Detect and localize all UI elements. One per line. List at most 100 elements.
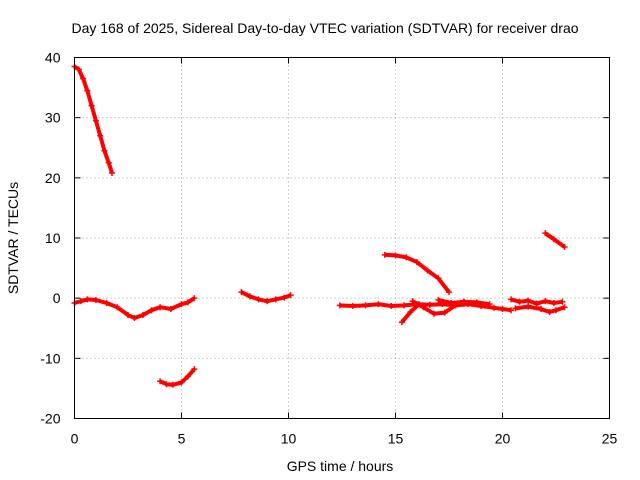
y-axis-label: SDTVAR / TECUs — [5, 182, 21, 294]
data-point — [473, 299, 480, 306]
y-tick-label: 20 — [45, 170, 61, 186]
y-tick-label: -20 — [40, 411, 60, 427]
data-point — [178, 379, 185, 386]
data-point — [157, 378, 164, 385]
x-tick-label: 5 — [178, 431, 186, 447]
x-tick-label: 10 — [281, 431, 297, 447]
data-point — [114, 304, 121, 311]
data-point — [75, 66, 82, 73]
data-point — [362, 302, 369, 309]
data-point — [97, 132, 104, 139]
data-point — [105, 159, 112, 166]
data-point — [101, 147, 108, 154]
data-point — [561, 304, 568, 311]
data-point — [77, 298, 84, 305]
data-point — [441, 309, 448, 316]
data-point — [550, 236, 557, 243]
data-point — [525, 303, 532, 310]
x-tick-label: 20 — [495, 431, 511, 447]
series-layer — [71, 63, 568, 388]
data-point — [103, 299, 110, 306]
data-point — [246, 293, 253, 300]
data-point — [525, 297, 532, 304]
data-point — [533, 300, 540, 307]
tick-marks — [74, 57, 610, 419]
data-point — [401, 302, 408, 309]
data-point — [460, 298, 467, 305]
x-tick-label: 15 — [388, 431, 404, 447]
grid — [74, 57, 610, 419]
data-point — [561, 244, 568, 251]
data-point — [512, 305, 519, 312]
data-series-arc-1 — [73, 64, 114, 174]
y-tick-label: -10 — [40, 350, 60, 366]
data-point — [287, 292, 294, 299]
data-point — [550, 299, 557, 306]
data-point — [516, 298, 523, 305]
y-tick-label: 30 — [45, 110, 61, 126]
data-point — [508, 307, 515, 314]
data-point — [84, 296, 91, 303]
data-point — [435, 296, 442, 303]
data-point — [424, 267, 431, 274]
data-point — [413, 259, 420, 266]
y-tick-label: 10 — [45, 230, 61, 246]
data-point — [92, 117, 99, 124]
y-tick-label: 40 — [45, 50, 61, 66]
data-point — [388, 302, 395, 309]
data-point — [486, 301, 493, 308]
data-point — [403, 254, 410, 261]
data-point — [553, 307, 559, 314]
data-point — [542, 230, 549, 237]
data-point — [80, 75, 87, 82]
data-point — [420, 304, 427, 311]
data-point — [92, 296, 99, 303]
data-point — [148, 307, 155, 314]
data-point — [131, 315, 138, 322]
data-point — [139, 312, 146, 319]
data-point — [191, 366, 198, 373]
data-point — [167, 305, 174, 312]
data-point — [381, 251, 388, 258]
data-point — [163, 381, 170, 388]
data-point — [178, 301, 185, 308]
data-point — [281, 294, 288, 301]
data-point — [184, 373, 191, 380]
data-point — [542, 298, 549, 305]
x-axis-label: GPS time / hours — [287, 458, 394, 474]
data-point — [264, 298, 271, 305]
data-point — [508, 296, 515, 303]
data-point — [446, 289, 452, 296]
y-tick-label: 0 — [53, 290, 61, 306]
data-point — [435, 275, 442, 282]
data-point — [431, 310, 438, 317]
x-tick-label: 0 — [71, 431, 79, 447]
data-point — [499, 305, 506, 312]
data-point — [88, 102, 95, 109]
data-point — [272, 296, 279, 303]
data-point — [191, 295, 198, 302]
data-point — [336, 302, 343, 309]
data-point — [546, 309, 553, 316]
data-point — [490, 304, 497, 311]
data-point — [407, 309, 414, 316]
data-point — [157, 304, 164, 311]
data-point — [169, 381, 176, 388]
data-point — [409, 298, 416, 305]
x-tick-label: 25 — [602, 431, 618, 447]
data-point — [238, 289, 245, 296]
data-point — [398, 319, 405, 326]
data-point — [125, 312, 131, 319]
data-point — [108, 170, 115, 177]
data-point — [375, 301, 382, 308]
data-point — [349, 302, 356, 309]
chart-title: Day 168 of 2025, Sidereal Day-to-day VTE… — [71, 20, 578, 36]
data-point — [426, 301, 433, 308]
data-point — [559, 298, 566, 305]
tick-labels: 0 5 10 15 20 25 -20 -10 0 10 20 30 40 — [40, 50, 617, 447]
data-point — [448, 299, 455, 306]
data-point — [538, 305, 545, 312]
data-point — [84, 87, 91, 94]
